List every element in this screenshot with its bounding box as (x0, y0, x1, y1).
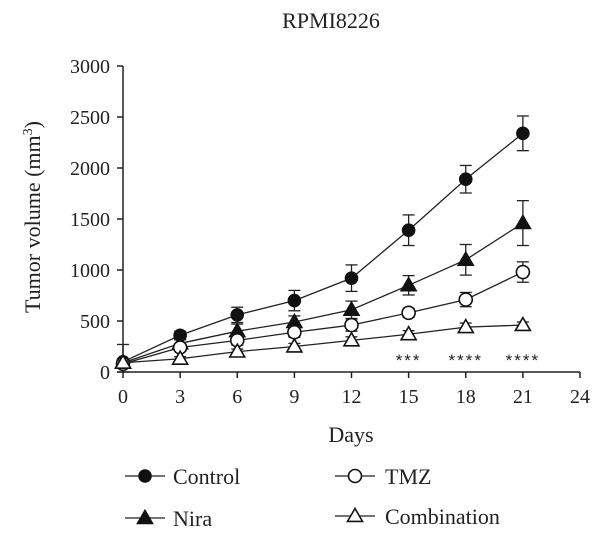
significance-marker: **** (506, 351, 540, 370)
data-point (344, 271, 359, 285)
series-line (122, 132, 524, 363)
series-line (122, 324, 523, 364)
series-tmz (115, 261, 531, 372)
legend-item-tmz: TMZ (335, 464, 431, 489)
data-point (230, 308, 245, 322)
data-point (399, 325, 418, 341)
x-tick-label: 12 (342, 386, 362, 408)
legend-marker (136, 508, 154, 525)
data-point (458, 292, 474, 307)
data-point (285, 337, 304, 353)
data-point (458, 172, 473, 187)
series-layer (114, 115, 532, 373)
x-tick-label: 15 (399, 386, 419, 408)
legend-item-nira: Nira (125, 506, 212, 531)
data-point (114, 353, 132, 370)
legend-marker (347, 468, 363, 484)
y-axis-label-suffix: ) (20, 121, 45, 128)
series-control (116, 115, 530, 373)
legend-marker (138, 469, 152, 483)
data-point (401, 305, 416, 321)
data-point (228, 342, 247, 358)
y-tick-label: 2500 (70, 107, 110, 129)
data-point (513, 315, 532, 332)
y-tick-label: 500 (80, 311, 110, 333)
data-point (456, 250, 475, 267)
data-point (287, 324, 302, 340)
x-tick-label: 18 (456, 386, 476, 408)
data-point (342, 331, 361, 347)
y-axis-label: Tumor volume (mm3) (20, 121, 45, 313)
x-tick-label: 6 (232, 386, 242, 408)
data-point (513, 213, 532, 230)
legend-label-nira: Nira (173, 506, 212, 531)
data-point (342, 300, 361, 316)
y-axis-label-main: Tumor volume (mm (20, 135, 45, 313)
data-point (399, 276, 418, 292)
x-axis-label: Days (328, 422, 373, 447)
data-point (344, 317, 359, 333)
y-tick-label: 1500 (70, 209, 110, 231)
series-line (122, 271, 524, 365)
legend-label-control: Control (173, 464, 240, 489)
data-point (515, 264, 531, 280)
x-tick-label: 3 (175, 386, 185, 408)
data-point (456, 318, 475, 334)
y-tick-label: 2000 (70, 158, 110, 180)
legend-marker (346, 506, 364, 523)
x-tick-label: 24 (570, 386, 590, 408)
legend: Control Nira TMZ Combination (125, 464, 500, 531)
y-tick-label: 1000 (70, 260, 110, 282)
significance-marker: *** (396, 351, 422, 370)
data-point (401, 223, 416, 238)
legend-label-tmz: TMZ (385, 464, 431, 489)
significance-marker: **** (449, 351, 483, 370)
x-tick-label: 0 (118, 386, 128, 408)
chart-title: RPMI8226 (282, 8, 380, 33)
axes: 0 3 6 9 12 15 18 21 24 0 500 1000 1500 2000 2500 3000 (70, 56, 590, 408)
data-point (171, 349, 190, 365)
y-tick-label: 3000 (70, 56, 110, 78)
x-tick-label: 9 (289, 386, 299, 408)
significance-annotations: *** **** **** (396, 351, 540, 370)
series-combination (114, 315, 532, 370)
y-tick-label: 0 (100, 362, 110, 384)
y-axis-label-superscript: 3 (21, 128, 36, 135)
legend-item-control: Control (125, 464, 240, 489)
legend-item-combination: Combination (335, 504, 500, 529)
legend-label-combination: Combination (385, 504, 500, 529)
data-point (287, 293, 302, 308)
data-point (516, 126, 530, 141)
x-tick-label: 21 (513, 386, 533, 408)
series-line (122, 222, 524, 364)
